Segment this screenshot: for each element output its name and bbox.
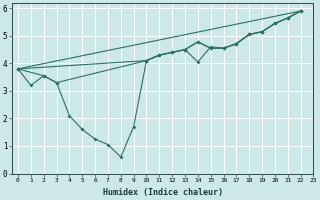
X-axis label: Humidex (Indice chaleur): Humidex (Indice chaleur): [102, 188, 222, 197]
